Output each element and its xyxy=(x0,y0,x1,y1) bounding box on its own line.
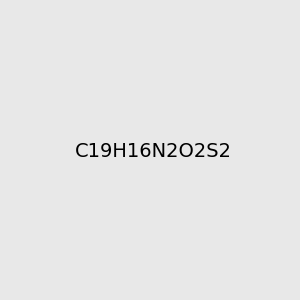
Text: C19H16N2O2S2: C19H16N2O2S2 xyxy=(75,142,232,161)
